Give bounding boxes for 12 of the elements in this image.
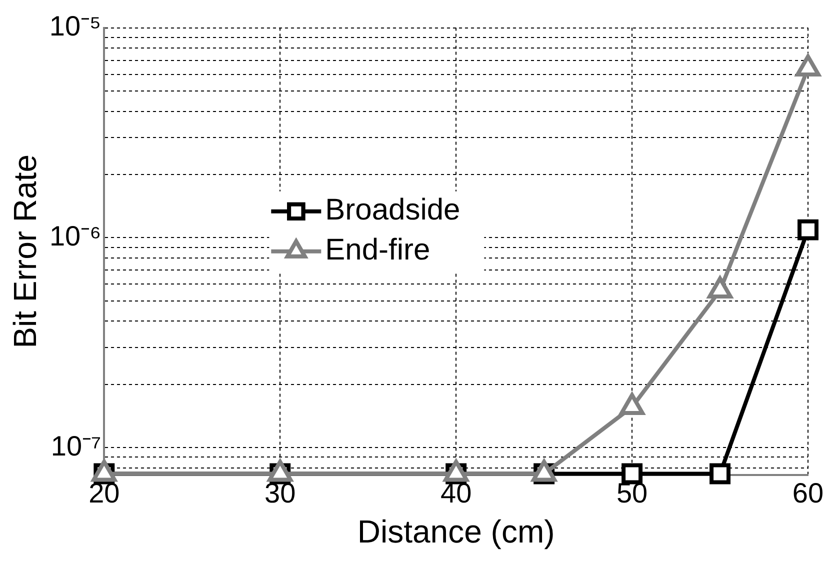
y-axis-title: Bit Error Rate [7, 154, 44, 348]
legend-label: End-fire [325, 234, 430, 267]
x-tick-label: 50 [616, 478, 648, 509]
legend-label: Broadside [325, 194, 460, 227]
y-tick-label: 10⁻⁵ [49, 10, 102, 42]
y-tick-label: 10⁻⁶ [49, 220, 102, 252]
x-tick-label: 40 [440, 478, 472, 509]
x-tick-label: 20 [88, 478, 120, 509]
y-tick-label: 10⁻⁷ [50, 430, 102, 462]
x-tick-label: 30 [264, 478, 296, 509]
x-axis-title: Distance (cm) [357, 514, 555, 550]
x-tick-label: 60 [792, 478, 824, 509]
